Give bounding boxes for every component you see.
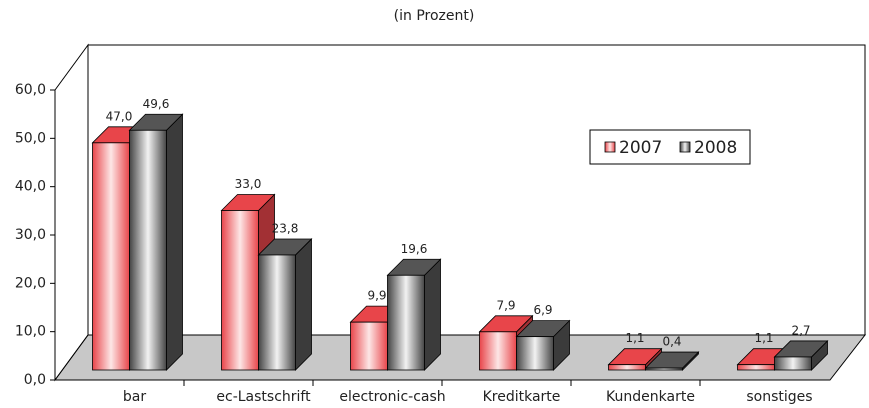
bar-side [424, 258, 441, 371]
bar-side [166, 113, 183, 371]
back-wall [87, 44, 866, 336]
data-label: 7,9 [496, 298, 515, 312]
legend [589, 129, 751, 165]
x-tick-label: sonstiges [746, 389, 812, 405]
bar [774, 356, 812, 371]
bar-side [295, 238, 312, 371]
y-tick-label: 50,0 [15, 130, 46, 146]
data-label: 2,7 [791, 323, 810, 337]
bar [516, 336, 554, 371]
y-tick-label: 10,0 [15, 324, 46, 340]
bar [221, 210, 259, 371]
x-tick-label: electronic-cash [339, 389, 445, 405]
data-label: 6,9 [533, 303, 552, 317]
legend-swatch [679, 141, 691, 153]
x-tick-label: ec-Lastschrift [216, 389, 311, 405]
y-tick-label: 60,0 [15, 82, 46, 98]
bar [350, 321, 388, 371]
data-label: 19,6 [401, 242, 428, 256]
legend-swatch [604, 141, 616, 153]
bar [258, 254, 296, 371]
legend-label: 2007 [619, 138, 662, 158]
legend-box [589, 129, 751, 165]
y-tick-label: 20,0 [15, 275, 46, 291]
data-label: 23,8 [272, 221, 299, 235]
bar [608, 364, 646, 371]
bar [645, 367, 683, 371]
y-tick-label: 40,0 [15, 179, 46, 195]
bar [129, 129, 167, 371]
legend-label: 2008 [694, 138, 737, 158]
bar [92, 142, 130, 371]
x-tick-label: bar [123, 389, 146, 405]
bar [737, 364, 775, 371]
x-tick-label: Kundenkarte [606, 389, 695, 405]
x-tick-label: Kreditkarte [483, 389, 561, 405]
data-label: 1,1 [625, 331, 644, 345]
data-label: 0,4 [662, 335, 681, 349]
data-label: 47,0 [106, 109, 133, 123]
bar [479, 331, 517, 371]
bar [387, 274, 425, 371]
chart-title: (in Prozent) [394, 8, 475, 24]
data-label: 1,1 [754, 331, 773, 345]
data-label: 33,0 [235, 177, 262, 191]
data-label: 9,9 [367, 289, 386, 303]
data-label: 49,6 [143, 97, 170, 111]
y-tick-label: 0,0 [24, 372, 46, 388]
y-tick-label: 30,0 [15, 227, 46, 243]
